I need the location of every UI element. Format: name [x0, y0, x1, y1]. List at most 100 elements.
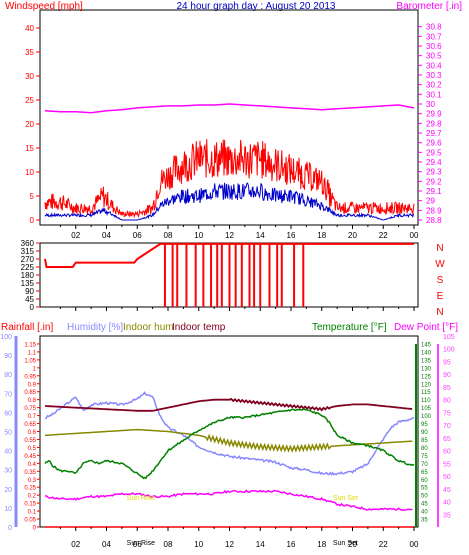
compass-label: N [436, 243, 443, 254]
temperature-tick-label: 115 [421, 390, 431, 396]
dewpoint-tick-label: 85 [443, 385, 451, 392]
rain-tick-label: 0.4 [28, 462, 37, 468]
indoor-humidity-line [44, 428, 413, 453]
temp-x-label: 12 [225, 540, 234, 549]
wind-tick-label: 15 [25, 144, 34, 153]
rain-tick-label: 0.5 [28, 446, 37, 452]
humidity-tick-label: 80 [4, 372, 12, 379]
temperature-tick-label: 135 [421, 358, 432, 364]
compass-label: N [436, 307, 443, 318]
dewpoint-tick-label: 35 [443, 512, 451, 519]
rain-tick-label: 0.7 [28, 414, 37, 420]
temperature-tick-label: 50 [421, 494, 428, 500]
dewpoint-tick-label: 60 [443, 449, 451, 456]
dewpoint-tick-label: 80 [443, 398, 451, 405]
legend-entry: Indoor hum [123, 322, 174, 333]
barometer-tick-label: 28.8 [426, 216, 442, 225]
temp-x-label: 00 [410, 540, 419, 549]
temperature-tick-label: 125 [421, 374, 432, 380]
temperature-tick-label: 35 [421, 518, 428, 524]
temperature-tick-label: 100 [421, 414, 432, 420]
temperature-tick-label: 75 [421, 454, 428, 460]
wind-x-label: 04 [102, 231, 111, 240]
direction-tick-label: 135 [21, 279, 35, 288]
wind-axis-title: Windspeed [mph] [5, 1, 83, 12]
barometer-tick-label: 29.9 [426, 110, 442, 119]
indoor-temperature-line [44, 397, 413, 412]
barometer-tick-label: 30.7 [426, 32, 442, 41]
legend-entry: Dew Point [°F] [394, 322, 458, 333]
temperature-tick-label: 65 [421, 470, 428, 476]
dewpoint-tick-label: 75 [443, 410, 451, 417]
humidity-tick-label: 0 [8, 525, 12, 532]
barometer-axis-title: Barometer [.in] [396, 1, 462, 12]
temperature-tick-label: 145 [421, 342, 432, 348]
barometer-tick-label: 30.8 [426, 23, 442, 32]
compass-label: S [437, 275, 444, 286]
wind-tick-label: 20 [25, 120, 34, 129]
dewpoint-tick-label: 50 [443, 474, 451, 481]
legend-entry: Rainfall [.in] [1, 322, 53, 333]
dewpoint-tick-label: 100 [443, 347, 455, 354]
dewpoint-tick-label: 45 [443, 487, 451, 494]
barometer-tick-label: 29 [426, 197, 435, 206]
barometer-tick-label: 30.5 [426, 52, 442, 61]
temperature-line [44, 408, 415, 480]
temperature-tick-label: 130 [421, 366, 432, 372]
wind-x-label: 12 [225, 231, 234, 240]
rain-tick-label: 0.55 [24, 438, 36, 444]
humidity-line [44, 391, 415, 476]
dewpoint-tick-label: 55 [443, 461, 451, 468]
direction-tick-label: 225 [21, 263, 35, 272]
rain-tick-label: 0.95 [24, 374, 36, 380]
rain-tick-label: 1 [33, 366, 37, 372]
rain-tick-label: 0.9 [28, 382, 37, 388]
rain-tick-label: 0.05 [24, 518, 36, 524]
wind-x-label: 08 [164, 231, 173, 240]
barometer-tick-label: 30.4 [426, 61, 442, 70]
dewpoint-tick-label: 40 [443, 500, 451, 507]
direction-tick-label: 45 [25, 295, 34, 304]
barometer-tick-label: 30.6 [426, 42, 442, 51]
dewpoint-tick-label: 105 [443, 334, 455, 341]
legend-entry: Humidity [%] [67, 322, 123, 333]
bottom-event-label: Sun Set [333, 540, 358, 547]
temp-x-label: 22 [379, 540, 388, 549]
rain-tick-label: 0.25 [24, 486, 36, 492]
temperature-tick-label: 85 [421, 438, 428, 444]
wind-x-label: 02 [71, 231, 80, 240]
wind-tick-label: 5 [30, 192, 35, 201]
wind-x-label: 18 [317, 231, 326, 240]
temperature-tick-label: 70 [421, 462, 428, 468]
barometer-tick-label: 30 [426, 100, 435, 109]
temperature-tick-label: 55 [421, 486, 428, 492]
barometer-tick-label: 29.7 [426, 129, 442, 138]
barometer-tick-label: 29.8 [426, 119, 442, 128]
wind-tick-label: 0 [30, 216, 35, 225]
rain-tick-label: 0.35 [24, 470, 36, 476]
barometer-line [44, 103, 415, 114]
temperature-tick-label: 45 [421, 502, 428, 508]
legend-entry: Temperature [°F] [312, 322, 387, 333]
dewpoint-tick-label: 90 [443, 372, 451, 379]
wind-plot-frame [39, 9, 419, 226]
rain-tick-label: 0.45 [24, 454, 36, 460]
temp-x-label: 08 [164, 540, 173, 549]
humidity-tick-label: 100 [0, 334, 12, 341]
humidity-tick-label: 50 [4, 430, 12, 437]
temp-x-label: 02 [71, 540, 80, 549]
temperature-tick-label: 95 [421, 422, 428, 428]
temp-x-label: 10 [194, 540, 203, 549]
dewpoint-tick-label: 95 [443, 359, 451, 366]
wind-tick-label: 10 [25, 168, 34, 177]
direction-tick-label: 315 [21, 247, 35, 256]
barometer-tick-label: 28.9 [426, 206, 442, 215]
rain-tick-label: 0.3 [28, 478, 37, 484]
humidity-tick-label: 20 [4, 487, 12, 494]
temperature-tick-label: 110 [421, 398, 431, 404]
dewpoint-tick-label: 70 [443, 423, 451, 430]
humidity-tick-label: 30 [4, 468, 12, 475]
temperature-tick-label: 80 [421, 446, 428, 452]
humidity-tick-label: 70 [4, 391, 12, 398]
